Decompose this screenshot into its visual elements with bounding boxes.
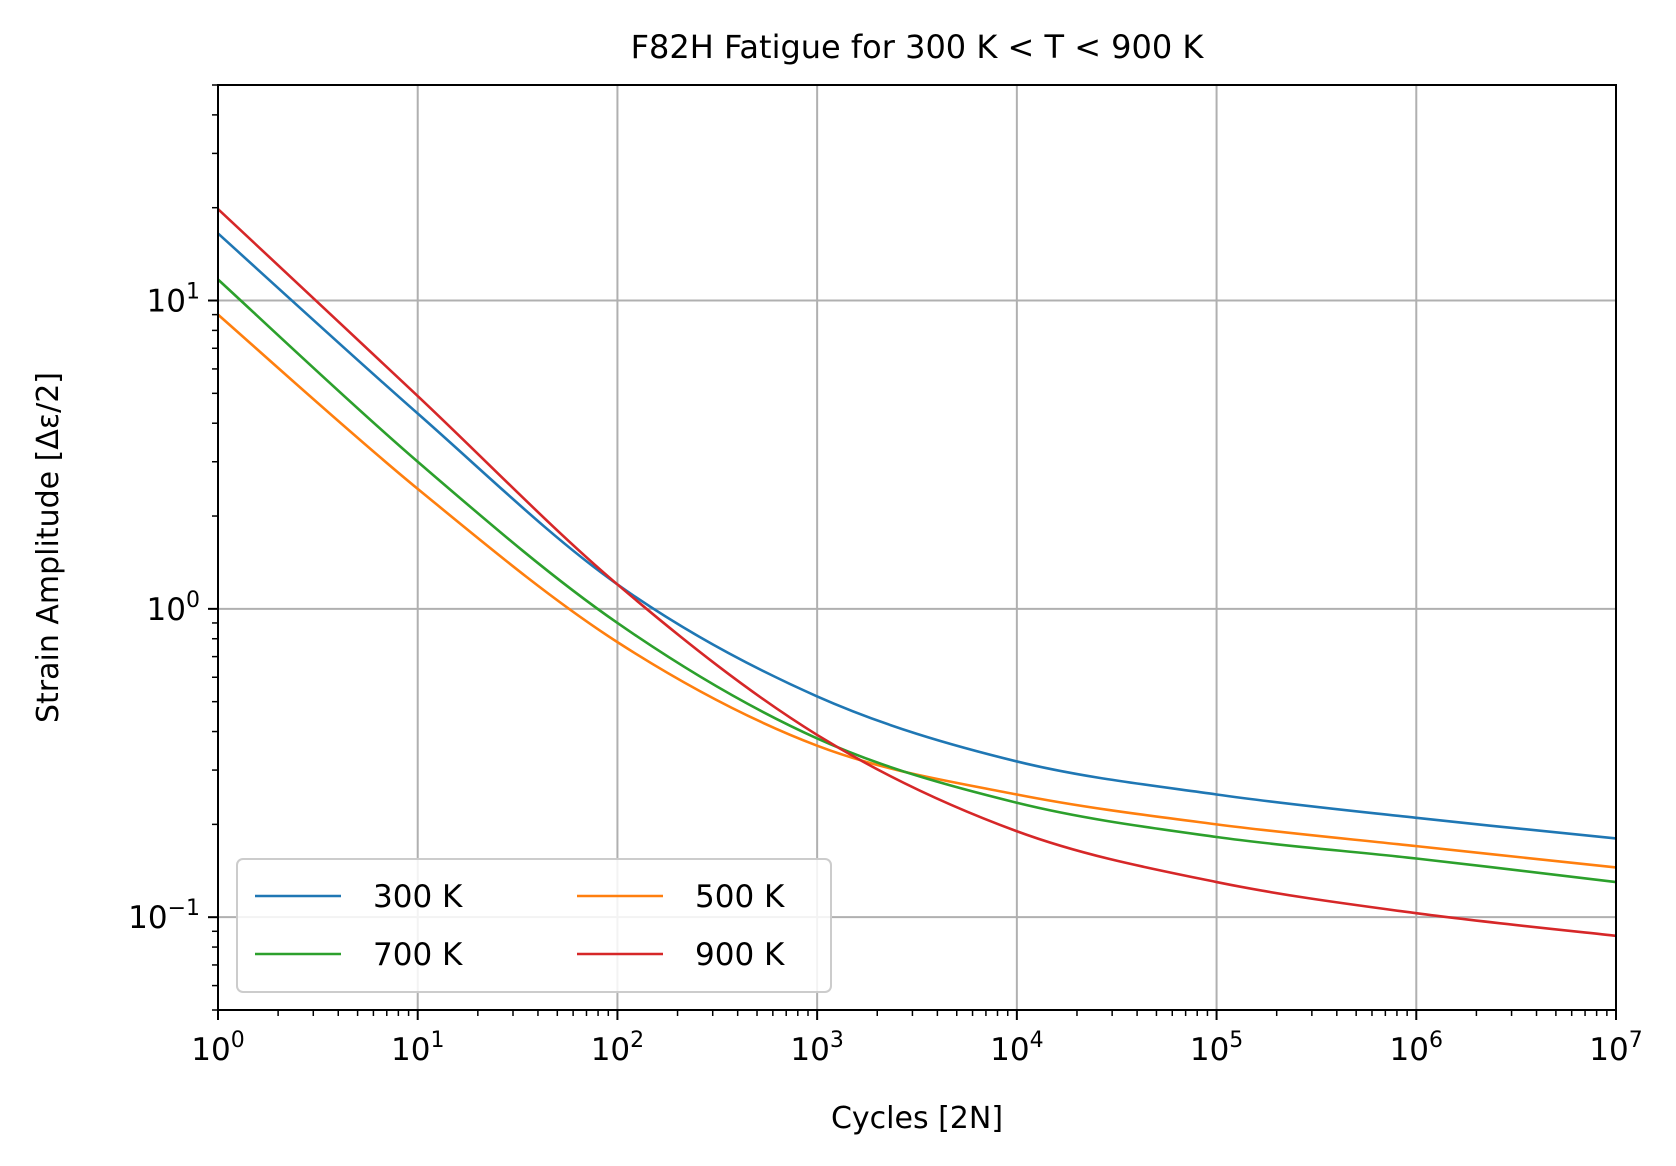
x-tick-label: 107 bbox=[1589, 1028, 1642, 1068]
series-line-700-k bbox=[217, 278, 1617, 884]
chart-title: F82H Fatigue for 300 K < T < 900 K bbox=[631, 28, 1205, 66]
legend-label: 300 K bbox=[373, 879, 463, 915]
y-axis-ticks: 10−1 100 101 bbox=[128, 84, 218, 1011]
y-tick-label: 100 bbox=[147, 588, 200, 628]
x-tick-label: 100 bbox=[191, 1028, 244, 1068]
y-tick-label: 101 bbox=[147, 280, 200, 320]
y-tick-label: 10−1 bbox=[128, 896, 200, 936]
legend-label: 500 K bbox=[695, 879, 785, 915]
x-tick-label: 104 bbox=[990, 1028, 1043, 1068]
series-lines bbox=[217, 208, 1617, 938]
y-axis-label: Strain Amplitude [Δε/2] bbox=[31, 372, 66, 723]
legend-label: 700 K bbox=[373, 937, 463, 973]
grid bbox=[217, 85, 1617, 1010]
x-axis-label: Cycles [2N] bbox=[831, 1101, 1003, 1136]
legend-box bbox=[236, 858, 832, 993]
series-line-500-k bbox=[217, 313, 1617, 869]
x-tick-label: 103 bbox=[790, 1028, 843, 1068]
legend: 300 K 700 K 500 K 900 K bbox=[236, 858, 832, 993]
plot-frame bbox=[217, 84, 1617, 1011]
series-line-300-k bbox=[217, 232, 1617, 840]
x-tick-label: 102 bbox=[591, 1028, 644, 1068]
x-tick-label: 101 bbox=[391, 1028, 444, 1068]
series-line-900-k bbox=[217, 208, 1617, 938]
x-axis-ticks: 100 101 102 103 104 105 106 107 bbox=[191, 1010, 1643, 1068]
x-tick-label: 106 bbox=[1390, 1028, 1443, 1068]
x-tick-label: 105 bbox=[1190, 1028, 1243, 1068]
legend-label: 900 K bbox=[695, 937, 785, 973]
